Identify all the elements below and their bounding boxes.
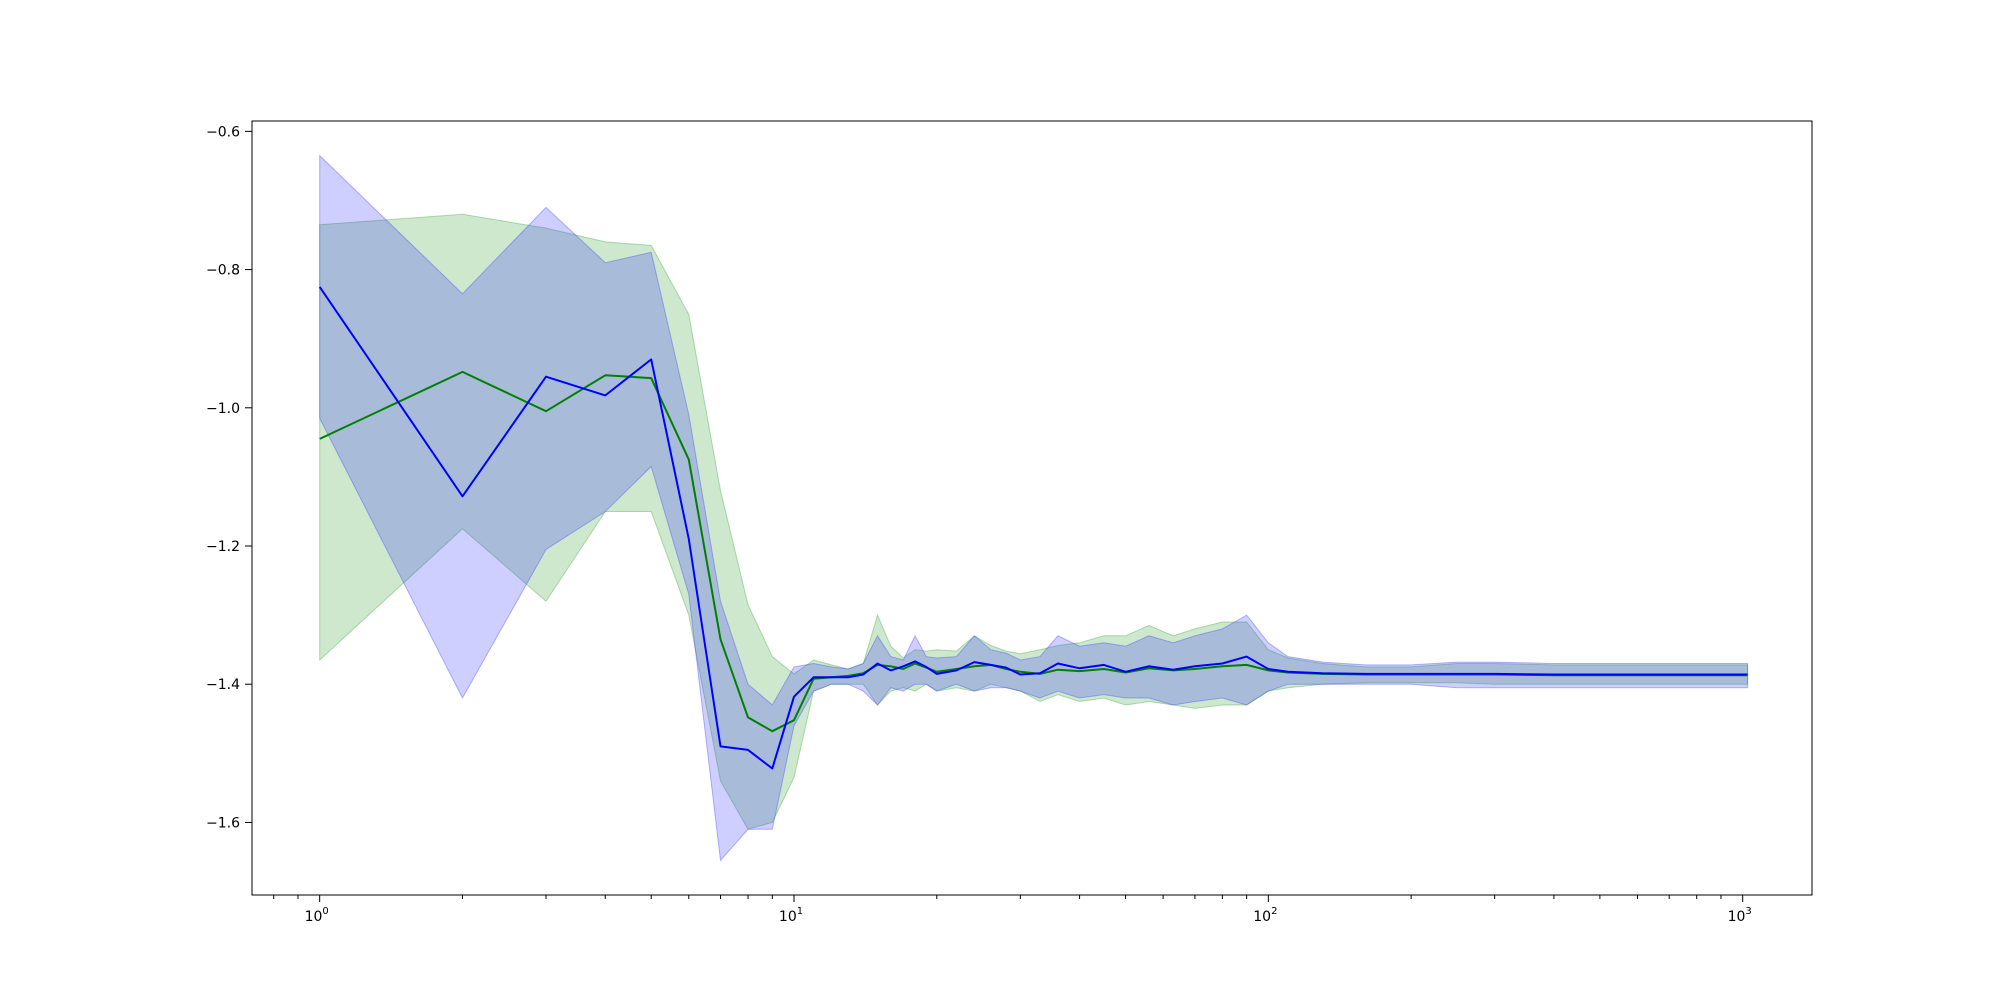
series-2-band <box>319 154 1749 862</box>
confidence-bands <box>319 154 1749 862</box>
y-tick-label: −1.6 <box>206 815 240 831</box>
x-tick-label: 103 <box>1728 906 1752 925</box>
y-axis: −0.6 −0.8 −1.0 −1.2 −1.4 −1.6 <box>206 124 252 831</box>
x-tick-label: 100 <box>305 906 329 925</box>
y-tick-label: −1.2 <box>206 539 240 555</box>
y-tick-label: −0.8 <box>206 263 240 279</box>
series-1-band <box>319 213 1749 830</box>
plot-frame <box>251 120 1813 896</box>
y-tick-label: −0.6 <box>206 124 240 140</box>
series-lines <box>318 286 1748 770</box>
y-tick-label: −1.0 <box>206 401 240 417</box>
series-2-line <box>318 286 1748 770</box>
y-tick-label: −1.4 <box>206 677 240 693</box>
x-tick-label: 101 <box>779 906 803 925</box>
x-tick-label: 102 <box>1253 906 1277 925</box>
x-axis: 100 101 102 103 <box>273 895 1752 925</box>
